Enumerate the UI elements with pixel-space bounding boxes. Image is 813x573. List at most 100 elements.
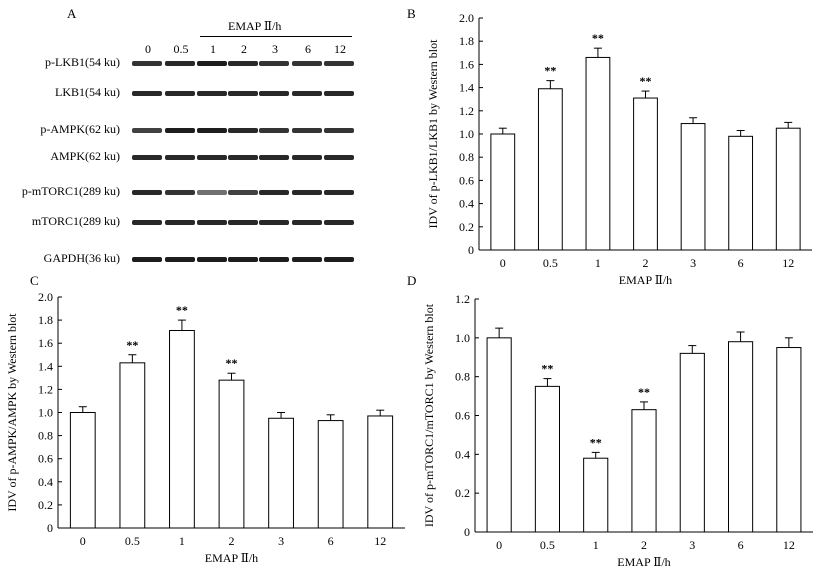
blot-band xyxy=(165,91,195,96)
blot-band xyxy=(292,155,322,160)
blot-lane-label: 1 xyxy=(210,42,216,56)
significance-marker: ** xyxy=(126,338,138,352)
y-tick-label: 1.0 xyxy=(455,331,470,345)
y-tick-label: 0.8 xyxy=(38,429,53,443)
panel-label-a: A xyxy=(67,6,77,21)
blot-band xyxy=(132,190,162,195)
bar xyxy=(631,409,657,533)
blot-band xyxy=(292,128,322,133)
bar xyxy=(367,415,394,529)
blot-band xyxy=(228,155,258,160)
blot-band xyxy=(228,128,258,133)
x-tick-label: 2 xyxy=(229,534,235,548)
bar xyxy=(537,88,563,251)
blot-band xyxy=(132,257,162,262)
blot-emap-bracket-line xyxy=(200,36,352,37)
blot-band xyxy=(292,220,322,225)
blot-band xyxy=(132,61,162,66)
significance-marker: ** xyxy=(544,64,556,78)
blot-band xyxy=(197,190,227,195)
blot-lane-label: 0.5 xyxy=(173,42,189,56)
blot-band xyxy=(259,220,289,225)
x-tick-label: 0 xyxy=(500,256,506,270)
y-tick-label: 0 xyxy=(464,525,470,539)
blot-band-label: mTORC1(289 ku) xyxy=(31,214,120,228)
significance-marker: ** xyxy=(592,31,604,45)
bar xyxy=(119,362,146,529)
blot-band xyxy=(259,190,289,195)
x-tick-label: 12 xyxy=(783,538,795,552)
y-tick-label: 0 xyxy=(468,243,474,257)
blot-band xyxy=(197,220,227,225)
x-tick-label: 1 xyxy=(593,538,599,552)
blot-band xyxy=(324,91,354,96)
bar xyxy=(583,457,609,533)
blot-lane-label: 3 xyxy=(272,42,278,56)
blot-band xyxy=(259,91,289,96)
y-tick-label: 0.4 xyxy=(455,447,470,461)
y-axis-title: IDV of p-AMPK/AMPK by Western blot xyxy=(5,313,19,512)
bar xyxy=(728,341,754,533)
significance-marker: ** xyxy=(640,74,652,88)
blot-band xyxy=(259,257,289,262)
blot-band xyxy=(165,61,195,66)
x-tick-label: 3 xyxy=(690,256,696,270)
significance-marker: ** xyxy=(590,435,602,449)
western-blot-panel: EMAP Ⅱ/h 0 0.5 1 2 3 6 12 p-LKB1(54 ku) LKB1(54 … xyxy=(0,0,380,275)
y-tick-label: 0.4 xyxy=(38,475,53,489)
bar xyxy=(680,123,706,251)
blot-band xyxy=(132,91,162,96)
y-tick-label: 0.4 xyxy=(459,197,474,211)
blot-band xyxy=(165,220,195,225)
y-tick-label: 0.8 xyxy=(455,370,470,384)
blot-band xyxy=(165,128,195,133)
x-tick-label: 3 xyxy=(689,538,695,552)
y-tick-label: 0 xyxy=(47,521,53,535)
bar xyxy=(490,133,516,251)
bar xyxy=(317,420,344,529)
y-tick-label: 1.6 xyxy=(38,336,53,350)
blot-lane-label: 6 xyxy=(305,42,311,56)
y-tick-label: 1.6 xyxy=(459,57,474,71)
y-tick-label: 1.4 xyxy=(459,81,474,95)
x-tick-label: 6 xyxy=(738,538,744,552)
blot-band-label: p-AMPK(62 ku) xyxy=(40,122,120,136)
blot-band-label: p-LKB1(54 ku) xyxy=(45,55,120,69)
blot-band xyxy=(259,155,289,160)
blot-band xyxy=(259,128,289,133)
y-tick-label: 1.0 xyxy=(459,127,474,141)
bar xyxy=(486,337,512,533)
blot-band xyxy=(228,220,258,225)
bar xyxy=(633,97,658,251)
blot-band xyxy=(292,257,322,262)
bar xyxy=(169,329,195,529)
bar xyxy=(775,127,801,251)
blot-band xyxy=(197,61,227,66)
blot-band xyxy=(292,61,322,66)
x-tick-label: 2 xyxy=(643,256,649,270)
blot-band xyxy=(197,257,227,262)
bar xyxy=(679,352,705,533)
panel-label-c: C xyxy=(30,273,39,288)
blot-band xyxy=(228,61,258,66)
blot-band xyxy=(228,190,258,195)
blot-band xyxy=(165,257,195,262)
blot-band-label: p-mTORC1(289 ku) xyxy=(21,184,120,198)
y-tick-label: 2.0 xyxy=(38,290,53,304)
panel-label-b: B xyxy=(407,6,416,21)
x-tick-label: 1 xyxy=(595,256,601,270)
y-tick-label: 1.2 xyxy=(459,104,474,118)
bar xyxy=(534,385,561,533)
blot-band xyxy=(259,61,289,66)
significance-marker: ** xyxy=(541,362,553,376)
y-tick-label: 1.8 xyxy=(38,313,53,327)
bar xyxy=(585,56,611,251)
blot-band xyxy=(324,257,354,262)
y-tick-label: 1.4 xyxy=(38,359,53,373)
x-axis-title: EMAP Ⅱ/h xyxy=(619,273,672,287)
panel-label-d: D xyxy=(407,273,417,288)
blot-band xyxy=(324,220,354,225)
blot-band xyxy=(324,190,354,195)
blot-lane-label: 2 xyxy=(241,42,247,56)
blot-band xyxy=(292,91,322,96)
